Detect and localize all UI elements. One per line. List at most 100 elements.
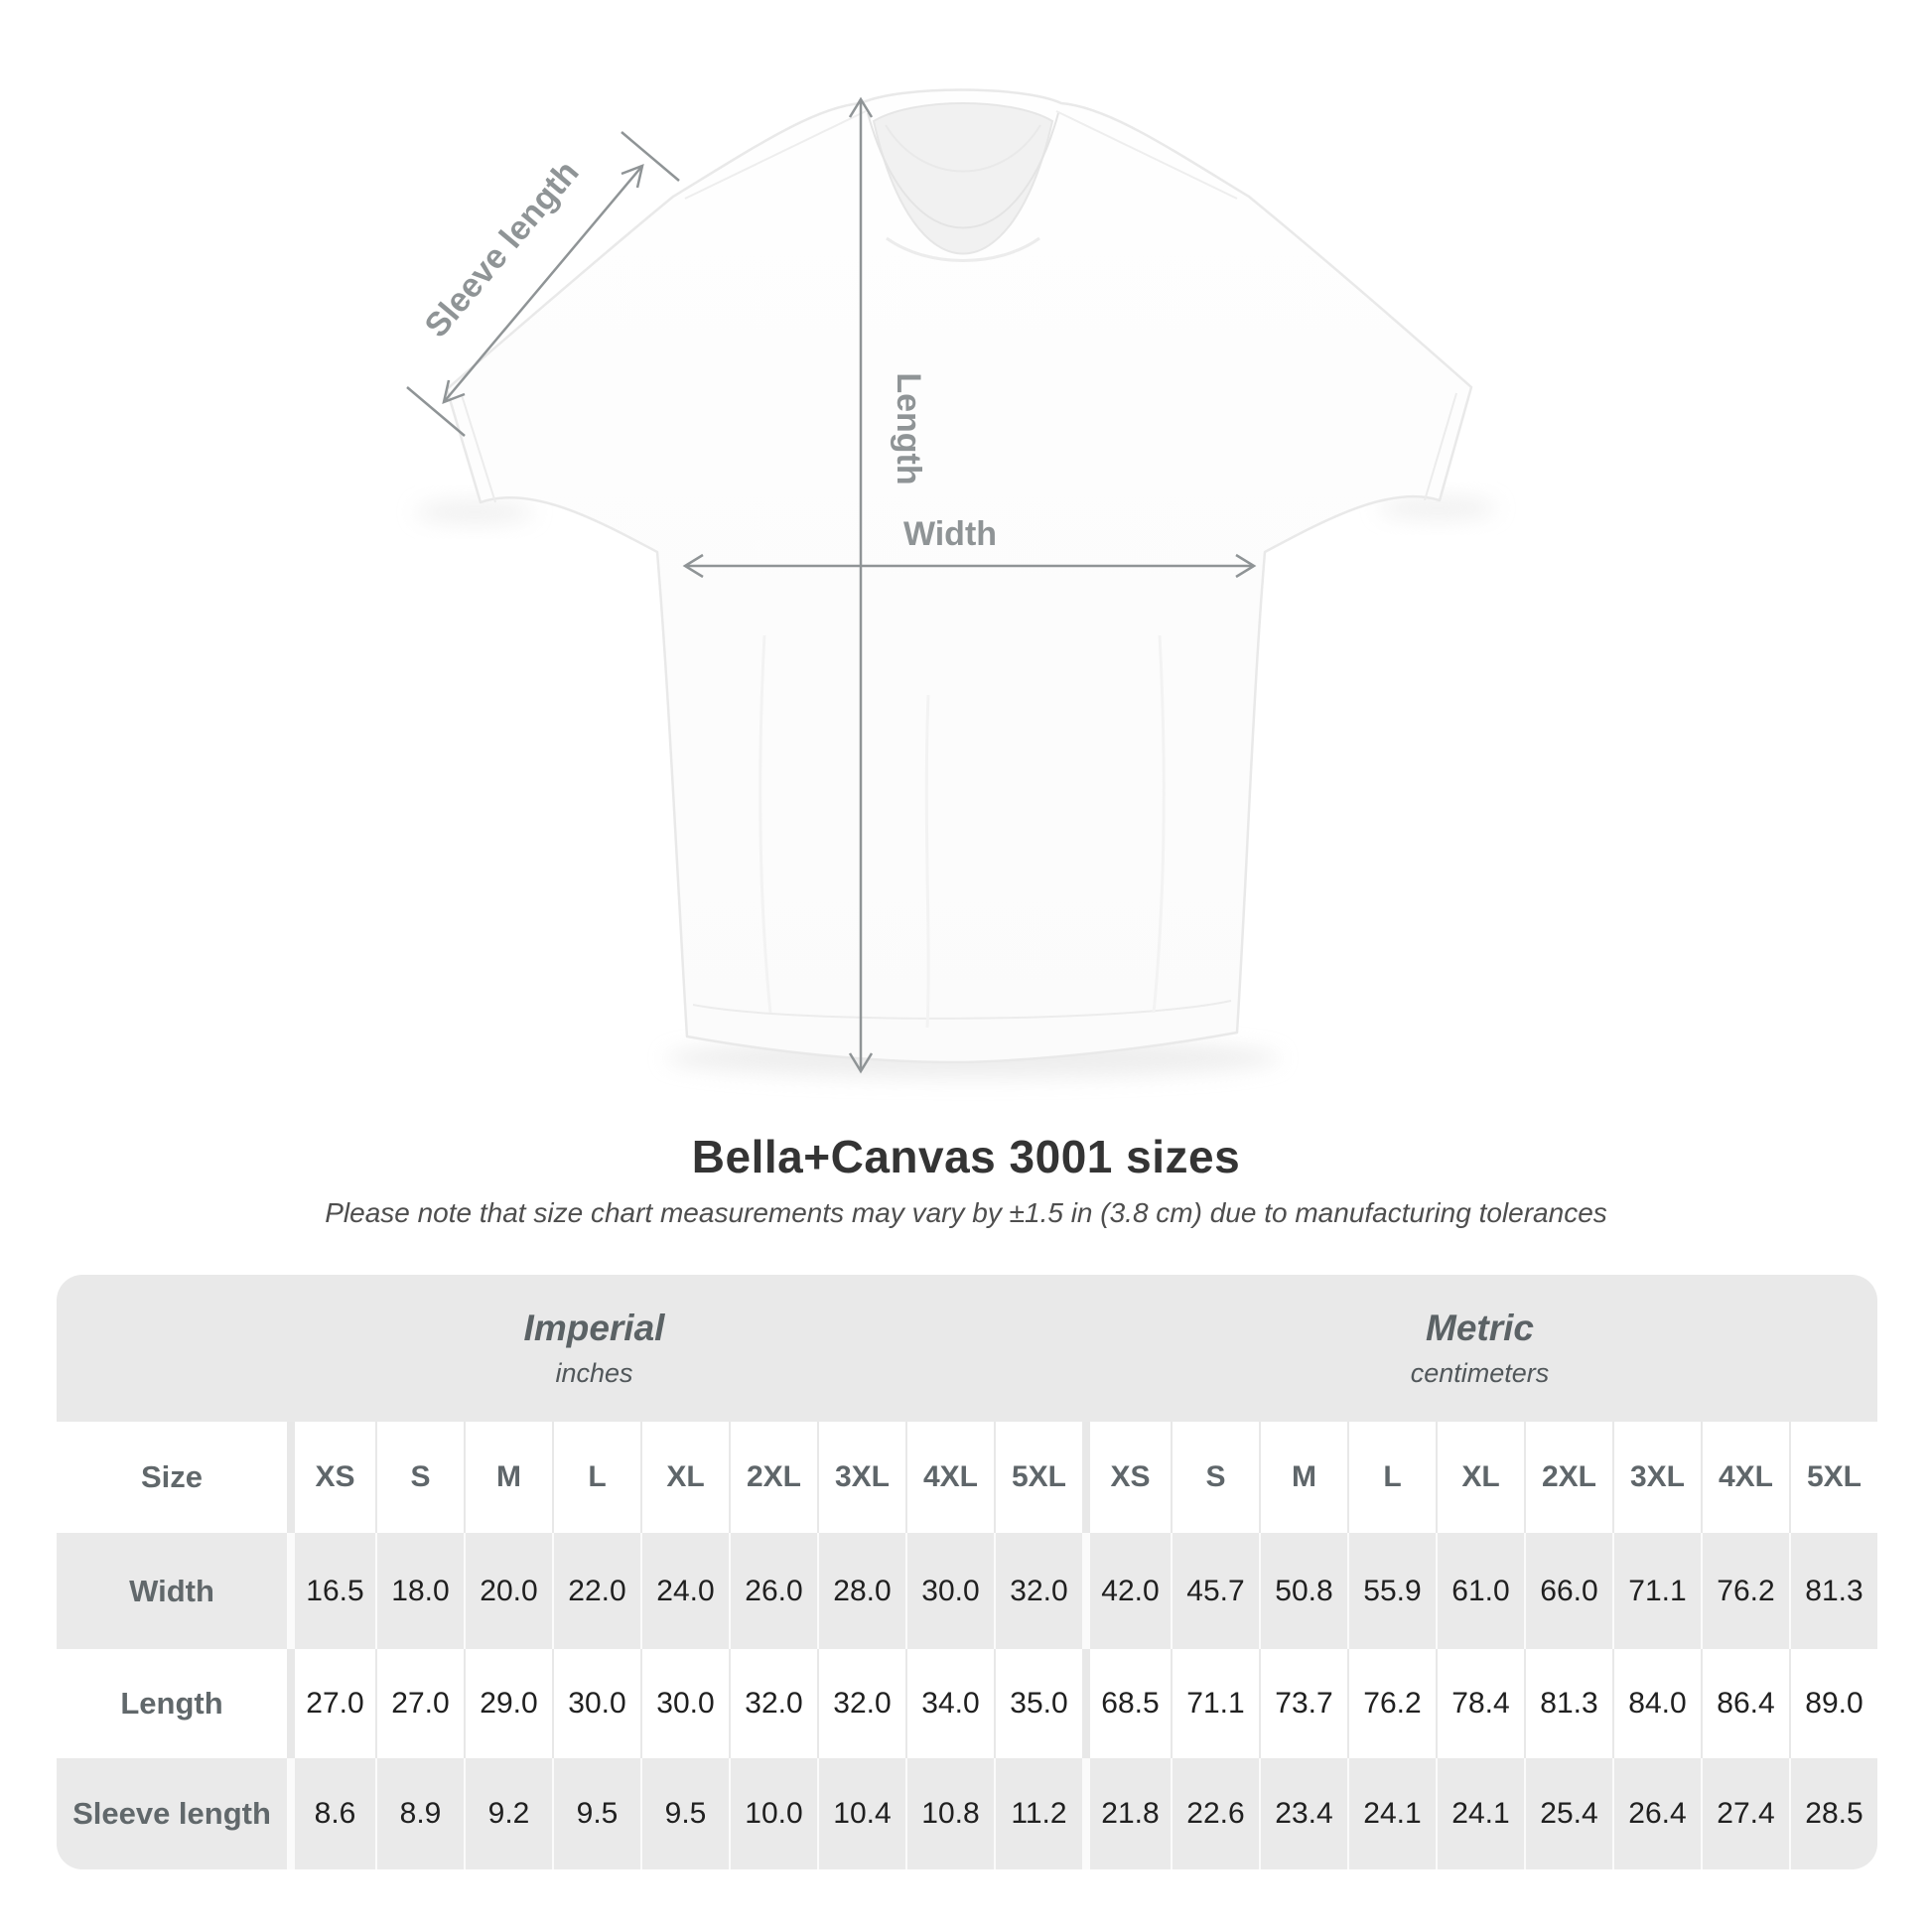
- value-cell: 84.0: [1612, 1649, 1701, 1758]
- value-cell: 86.4: [1701, 1649, 1789, 1758]
- row-label-width: Width: [129, 1573, 214, 1608]
- size-header-row: Size XS S M L XL 2XL 3XL 4XL 5XL XS S M …: [57, 1422, 1877, 1533]
- value-cell: 26.4: [1612, 1758, 1701, 1869]
- collar-opening: [872, 102, 1054, 255]
- metric-col-header: 3XL: [1612, 1422, 1701, 1533]
- sleeve-hem-right: [1424, 392, 1457, 501]
- sleeve-length-row: Sleeve length 8.6 8.9 9.2 9.5 9.5 10.0 1…: [57, 1758, 1877, 1869]
- collar-seam: [867, 112, 1059, 229]
- value-cell: 27.0: [375, 1649, 464, 1758]
- value-cell: 9.2: [464, 1758, 552, 1869]
- value-cell: 68.5: [1082, 1649, 1171, 1758]
- value-cell: 45.7: [1171, 1533, 1259, 1649]
- width-row: Width 16.5 18.0 20.0 22.0 24.0 26.0 28.0…: [57, 1533, 1877, 1649]
- value-cell: 10.4: [817, 1758, 905, 1869]
- value-cell: 34.0: [905, 1649, 994, 1758]
- imperial-col-header: XS: [287, 1422, 375, 1533]
- value-cell: 30.0: [640, 1649, 729, 1758]
- collar-back-edge: [885, 124, 1041, 173]
- left-cuff-shadow: [415, 500, 534, 524]
- value-cell: 9.5: [552, 1758, 640, 1869]
- metric-col-header: 2XL: [1524, 1422, 1612, 1533]
- value-cell: 89.0: [1789, 1649, 1877, 1758]
- imperial-col-header: 5XL: [994, 1422, 1082, 1533]
- value-cell: 32.0: [729, 1649, 817, 1758]
- imperial-col-header: L: [552, 1422, 640, 1533]
- value-cell: 16.5: [287, 1533, 375, 1649]
- page-title: Bella+Canvas 3001 sizes: [691, 1131, 1241, 1182]
- unit-section-header: Imperial inches Metric centimeters: [57, 1275, 1877, 1422]
- value-cell: 28.0: [817, 1533, 905, 1649]
- value-cell: 11.2: [994, 1758, 1082, 1869]
- value-cell: 50.8: [1259, 1533, 1347, 1649]
- value-cell: 76.2: [1701, 1533, 1789, 1649]
- width-label: Width: [903, 515, 997, 553]
- sleeve-length-arrow: [406, 131, 680, 437]
- value-cell: 81.3: [1789, 1533, 1877, 1649]
- size-row-label: Size: [140, 1459, 204, 1494]
- width-arrow: [682, 553, 1257, 579]
- value-cell: 24.1: [1347, 1758, 1436, 1869]
- value-cell: 30.0: [905, 1533, 994, 1649]
- shoulder-seam-left: [684, 110, 867, 200]
- imperial-col-header: 3XL: [817, 1422, 905, 1533]
- sleeve-hem-left: [461, 394, 496, 503]
- value-cell: 76.2: [1347, 1649, 1436, 1758]
- row-label-sleeve-length: Sleeve length: [72, 1796, 271, 1831]
- metric-col-header: 5XL: [1789, 1422, 1877, 1533]
- collar-lower-shadow: [886, 236, 1040, 262]
- row-label-length: Length: [120, 1686, 223, 1721]
- metric-col-header: XL: [1436, 1422, 1524, 1533]
- length-row: Length 27.0 27.0 29.0 30.0 30.0 32.0 32.…: [57, 1649, 1877, 1758]
- fabric-wrinkles: [759, 634, 1166, 1029]
- value-cell: 32.0: [817, 1649, 905, 1758]
- value-cell: 10.8: [905, 1758, 994, 1869]
- imperial-section-unit: inches: [555, 1358, 633, 1388]
- value-cell: 78.4: [1436, 1649, 1524, 1758]
- value-cell: 71.1: [1171, 1649, 1259, 1758]
- length-label: Length: [890, 372, 927, 484]
- metric-col-header: M: [1259, 1422, 1347, 1533]
- metric-section-unit: centimeters: [1410, 1358, 1550, 1388]
- value-cell: 81.3: [1524, 1649, 1612, 1758]
- value-cell: 29.0: [464, 1649, 552, 1758]
- value-cell: 28.5: [1789, 1758, 1877, 1869]
- value-cell: 26.0: [729, 1533, 817, 1649]
- value-cell: 21.8: [1082, 1758, 1171, 1869]
- value-cell: 73.7: [1259, 1649, 1347, 1758]
- page-subtitle: Please note that size chart measurements…: [325, 1197, 1607, 1228]
- value-cell: 10.0: [729, 1758, 817, 1869]
- imperial-section-title: Imperial: [523, 1308, 665, 1348]
- value-cell: 22.6: [1171, 1758, 1259, 1869]
- metric-col-header: S: [1171, 1422, 1259, 1533]
- size-table: Imperial inches Metric centimeters Size …: [57, 1275, 1877, 1869]
- value-cell: 32.0: [994, 1533, 1082, 1649]
- value-cell: 25.4: [1524, 1758, 1612, 1869]
- value-cell: 71.1: [1612, 1533, 1701, 1649]
- value-cell: 24.0: [640, 1533, 729, 1649]
- metric-section-header: Metric centimeters: [1082, 1275, 1877, 1422]
- right-cuff-shadow: [1378, 496, 1497, 520]
- imperial-col-header: S: [375, 1422, 464, 1533]
- value-cell: 66.0: [1524, 1533, 1612, 1649]
- value-cell: 35.0: [994, 1649, 1082, 1758]
- value-cell: 22.0: [552, 1533, 640, 1649]
- shirt-body: [445, 88, 1473, 1064]
- value-cell: 42.0: [1082, 1533, 1171, 1649]
- imperial-col-header: XL: [640, 1422, 729, 1533]
- bottom-hem-stitch: [692, 1000, 1232, 1020]
- value-cell: 61.0: [1436, 1533, 1524, 1649]
- value-cell: 23.4: [1259, 1758, 1347, 1869]
- shoulder-seam-right: [1055, 110, 1238, 200]
- value-cell: 27.0: [287, 1649, 375, 1758]
- value-cell: 8.9: [375, 1758, 464, 1869]
- value-cell: 18.0: [375, 1533, 464, 1649]
- value-cell: 8.6: [287, 1758, 375, 1869]
- value-cell: 55.9: [1347, 1533, 1436, 1649]
- imperial-section-header: Imperial inches: [57, 1275, 1082, 1422]
- metric-col-header: 4XL: [1701, 1422, 1789, 1533]
- imperial-col-header: M: [464, 1422, 552, 1533]
- value-cell: 30.0: [552, 1649, 640, 1758]
- value-cell: 20.0: [464, 1533, 552, 1649]
